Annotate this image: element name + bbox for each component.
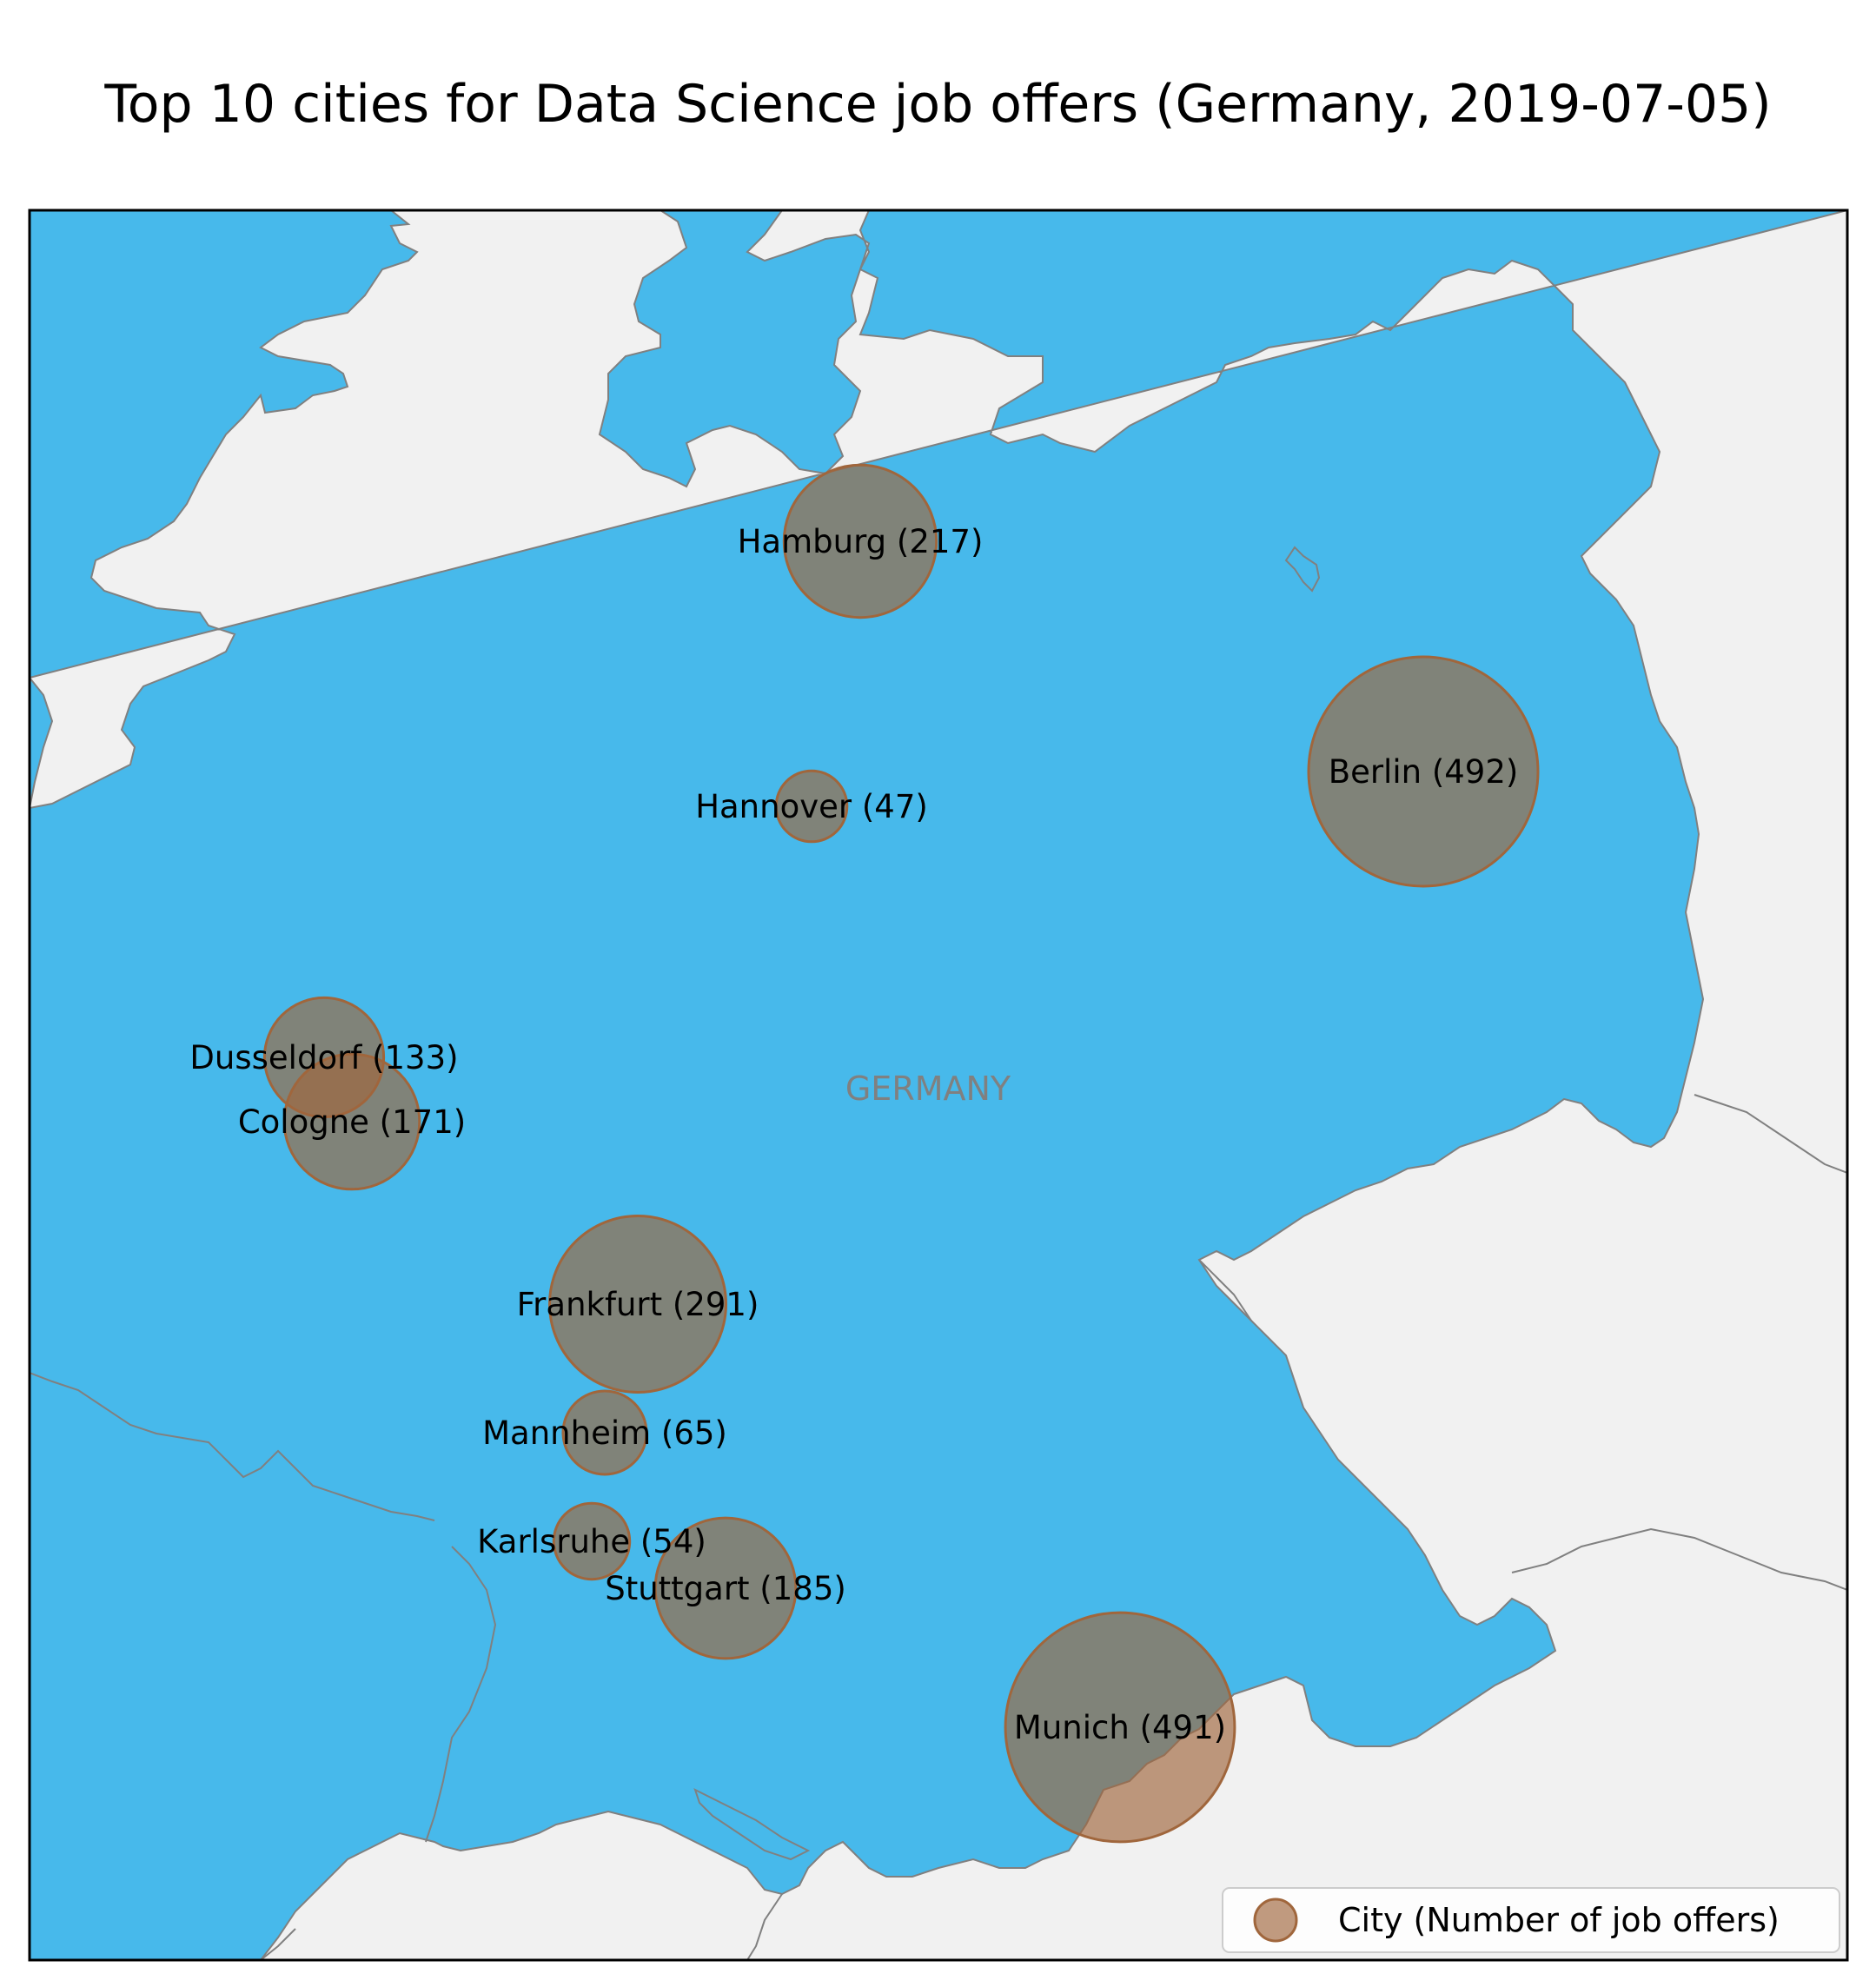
- map-base: GERMANY Hamburg (217) Berlin (492) Hannove…: [30, 210, 1847, 1960]
- legend: City (Number of job offers): [1222, 1887, 1840, 1953]
- city-label-stuttgart: Stuttgart (185): [605, 1570, 846, 1607]
- city-bubble-munich: [1004, 1611, 1236, 1844]
- lake-constance: [693, 1788, 811, 1861]
- city-bubble-frankfurt: [548, 1215, 727, 1394]
- city-label-berlin: Berlin (492): [1329, 753, 1519, 791]
- city-label-frankfurt: Frankfurt (291): [517, 1286, 759, 1323]
- legend-label: City (Number of job offers): [1338, 1901, 1780, 1939]
- border-lines: [30, 1094, 1847, 1960]
- city-labels: Hamburg (217) Berlin (492) Hannover (47) Du…: [189, 523, 1518, 1746]
- city-label-hamburg: Hamburg (217): [738, 523, 984, 560]
- city-label-mannheim: Mannheim (65): [482, 1414, 727, 1452]
- city-bubble-karlsruhe: [552, 1501, 632, 1581]
- city-label-munich: Munich (491): [1014, 1709, 1226, 1746]
- city-label-dusseldorf: Dusseldorf (133): [189, 1039, 458, 1076]
- city-bubble-stuttgart: [653, 1516, 798, 1660]
- city-bubble-cologne: [282, 1052, 421, 1191]
- city-bubble-mannheim: [561, 1389, 648, 1476]
- city-label-karlsruhe: Karlsruhe (54): [477, 1523, 706, 1560]
- legend-marker: [1253, 1898, 1298, 1943]
- city-bubble-hamburg: [782, 463, 938, 619]
- city-bubble-berlin: [1307, 655, 1540, 888]
- map-frame: [28, 209, 1849, 1962]
- legend-box: [1222, 1887, 1840, 1953]
- lake-muritz: [1284, 546, 1321, 593]
- country-label: GERMANY: [845, 1070, 1011, 1108]
- city-bubbles: [262, 463, 1540, 1844]
- city-label-hannover: Hannover (47): [695, 788, 928, 825]
- map-title: Top 10 cities for Data Science job offer…: [104, 74, 1772, 135]
- city-bubble-hannover: [774, 769, 849, 844]
- city-label-cologne: Cologne (171): [238, 1103, 466, 1141]
